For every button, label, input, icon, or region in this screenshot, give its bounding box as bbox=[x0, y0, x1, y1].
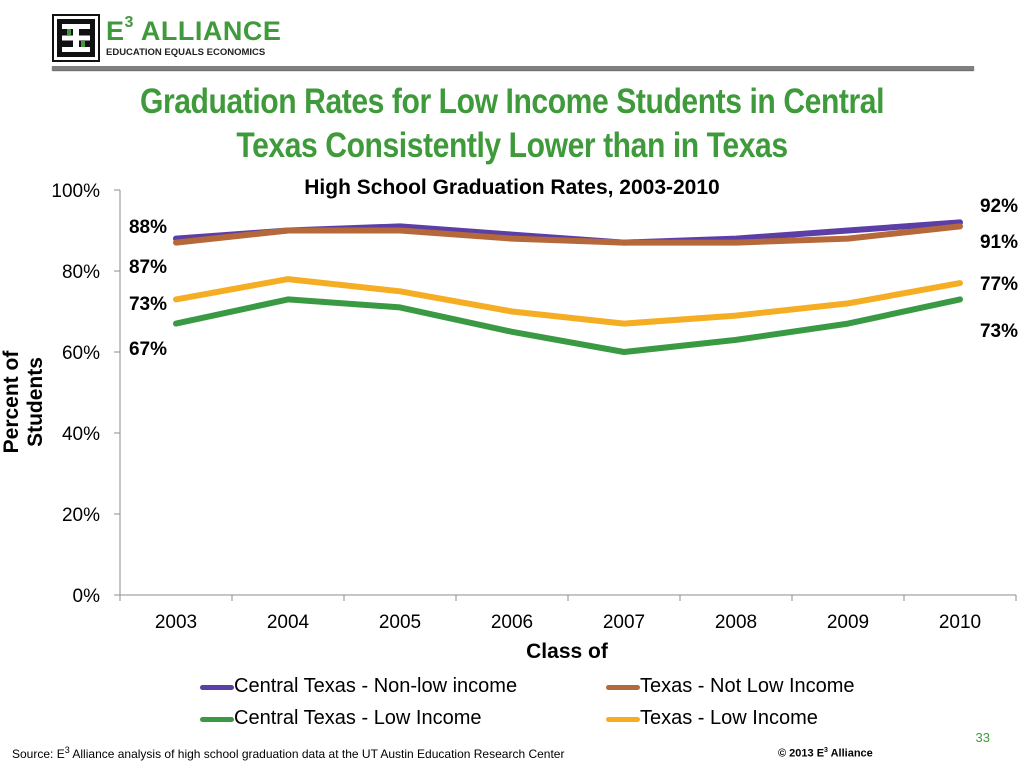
legend-swatch bbox=[200, 685, 234, 690]
y-tick-label: 40% bbox=[62, 424, 100, 445]
legend-label: Central Texas - Low Income bbox=[234, 707, 482, 729]
e3-alliance-logo: E3 ALLIANCE EDUCATION EQUALS ECONOMICS bbox=[52, 14, 281, 62]
data-label-start: 87% bbox=[129, 257, 167, 278]
legend-label: Texas - Not Low Income bbox=[640, 675, 855, 697]
x-tick-label: 2004 bbox=[267, 612, 310, 633]
legend-label: Central Texas - Non-low income bbox=[234, 675, 518, 697]
y-tick-label: 0% bbox=[73, 586, 101, 607]
copyright: © 2013 E3 Alliance bbox=[778, 747, 873, 760]
y-tick-label: 20% bbox=[62, 505, 100, 526]
page-number: 33 bbox=[975, 730, 990, 745]
legend-label: Texas - Low Income bbox=[640, 707, 818, 729]
series-line bbox=[173, 276, 963, 327]
legend-swatch bbox=[606, 685, 640, 690]
x-tick-label: 2009 bbox=[827, 612, 869, 633]
slide-title-line-1: Graduation Rates for Low Income Students… bbox=[139, 82, 885, 121]
logo-tagline: EDUCATION EQUALS ECONOMICS bbox=[106, 47, 266, 58]
x-tick-label: 2010 bbox=[939, 612, 981, 633]
x-tick-label: 2005 bbox=[379, 612, 421, 633]
data-label-start: 88% bbox=[129, 217, 167, 238]
y-tick-label: 60% bbox=[62, 343, 100, 364]
x-tick-label: 2003 bbox=[155, 612, 197, 633]
data-label-end: 77% bbox=[980, 274, 1018, 295]
slide-title: Graduation Rates for Low Income Students… bbox=[97, 80, 926, 168]
data-label-start: 67% bbox=[129, 339, 167, 360]
logo-name: E3 ALLIANCE bbox=[106, 14, 282, 46]
series-line bbox=[173, 296, 963, 355]
y-tick-label: 100% bbox=[51, 181, 100, 202]
data-label-start: 73% bbox=[129, 294, 167, 315]
y-tick-label: 80% bbox=[62, 262, 100, 283]
data-label-end: 92% bbox=[980, 196, 1018, 217]
data-label-end: 73% bbox=[980, 321, 1018, 342]
x-tick-label: 2007 bbox=[603, 612, 645, 633]
x-axis-title: Class of bbox=[526, 640, 608, 663]
data-label-end: 91% bbox=[980, 232, 1018, 253]
series-line bbox=[173, 223, 963, 246]
legend-swatch bbox=[606, 717, 640, 722]
slide-title-line-2: Texas Consistently Lower than in Texas bbox=[236, 126, 788, 165]
chart-title: High School Graduation Rates, 2003-2010 bbox=[304, 176, 720, 199]
e3-logo-mark-icon bbox=[52, 14, 100, 62]
source-note: Source: E3 Alliance analysis of high sch… bbox=[12, 745, 565, 761]
x-tick-label: 2008 bbox=[715, 612, 757, 633]
legend-swatch bbox=[200, 717, 234, 722]
x-tick-label: 2006 bbox=[491, 612, 533, 633]
header-divider bbox=[52, 66, 974, 70]
